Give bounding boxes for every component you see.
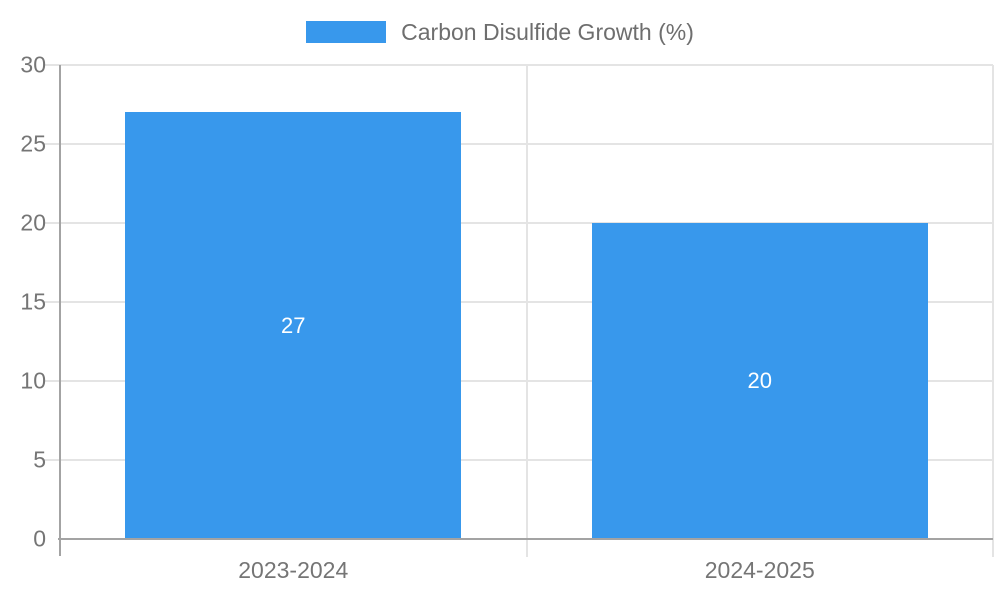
legend-swatch [306, 21, 387, 43]
gridline [44, 143, 993, 145]
y-tick-label: 0 [33, 525, 46, 552]
gridline [44, 222, 993, 224]
legend: Carbon Disulfide Growth (%) [0, 12, 1000, 52]
category-separator [992, 65, 994, 557]
plot-area: 0 5 10 15 20 25 30 27 2023-2024 20 2024-2025 [20, 53, 994, 583]
x-tick-label: 2024-2025 [704, 557, 815, 583]
y-tick-label: 20 [20, 209, 46, 236]
category-separator [525, 65, 528, 557]
legend-item[interactable]: Carbon Disulfide Growth (%) [306, 19, 694, 46]
y-axis-line [59, 65, 61, 556]
gridline [44, 459, 993, 461]
bar-value-label: 27 [280, 312, 306, 338]
y-tick-label: 15 [20, 288, 46, 315]
gridline [44, 380, 993, 382]
y-tick-label: 25 [20, 130, 46, 157]
bar[interactable]: 20 [591, 223, 928, 539]
legend-label: Carbon Disulfide Growth (%) [401, 18, 694, 45]
x-axis-line [58, 538, 993, 540]
bar[interactable]: 27 [125, 112, 462, 539]
y-tick-label: 5 [33, 446, 46, 473]
y-tick-label: 10 [20, 367, 46, 394]
y-tick-label: 30 [20, 51, 46, 78]
gridline [44, 64, 993, 66]
bar-value-label: 20 [747, 368, 772, 393]
x-tick-label: 2023-2024 [238, 557, 349, 583]
gridline [44, 301, 993, 303]
